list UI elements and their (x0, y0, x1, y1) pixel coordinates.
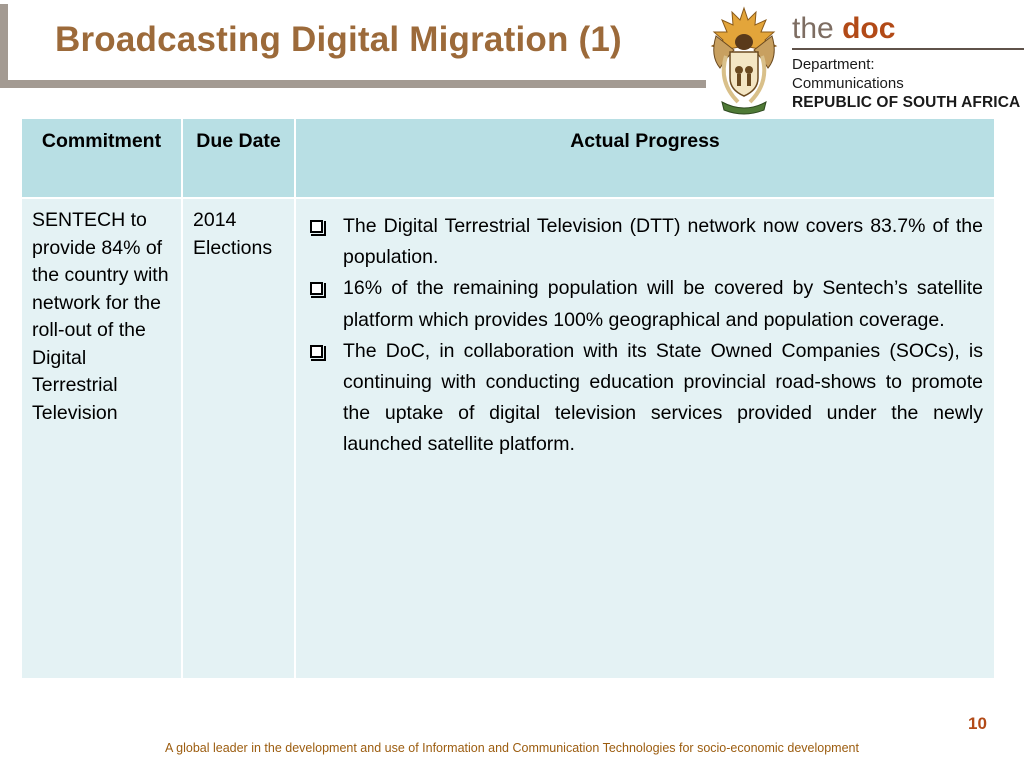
title-frame (0, 0, 706, 88)
header-commitment: Commitment (20, 117, 183, 199)
wordmark-doc: doc (842, 12, 896, 45)
progress-table: Commitment Due Date Actual Progress SENT… (20, 117, 996, 680)
table-row: SENTECH to provide 84% of the country wi… (20, 197, 996, 680)
wordmark-divider (792, 48, 1024, 50)
coat-of-arms-icon (710, 6, 778, 115)
country-name: REPUBLIC OF SOUTH AFRICA (792, 94, 1021, 111)
department-label: Department: (792, 56, 875, 73)
progress-bullet: The DoC, in collaboration with its State… (306, 336, 983, 461)
progress-cell: The Digital Terrestrial Television (DTT)… (294, 197, 996, 680)
checkbox-bullet-icon (310, 344, 326, 361)
title-frame-left-bar (0, 4, 8, 86)
header-due-date: Due Date (181, 117, 296, 199)
table-header-row: Commitment Due Date Actual Progress (20, 117, 996, 199)
page-number: 10 (968, 714, 987, 733)
progress-bullet-list: The Digital Terrestrial Television (DTT)… (306, 211, 983, 461)
checkbox-bullet-icon (310, 220, 326, 236)
department-name: Communications (792, 75, 904, 92)
due-date-cell: 2014 Elections (181, 197, 296, 680)
footer-tagline: A global leader in the development and u… (165, 741, 859, 755)
progress-bullet-text: The Digital Terrestrial Television (DTT)… (343, 215, 983, 269)
progress-bullet-text: The DoC, in collaboration with its State… (343, 339, 983, 456)
progress-bullet: The Digital Terrestrial Television (DTT)… (306, 211, 983, 273)
slide-title: Broadcasting Digital Migration (1) (55, 20, 622, 59)
progress-bullet: 16% of the remaining population will be … (306, 273, 983, 335)
doc-wordmark: the doc (792, 12, 895, 46)
checkbox-bullet-icon (310, 282, 326, 299)
commitment-cell: SENTECH to provide 84% of the country wi… (20, 197, 183, 680)
wordmark-the: the (792, 12, 834, 45)
title-frame-bottom-bar (0, 80, 706, 88)
header-actual-progress: Actual Progress (294, 117, 996, 199)
progress-bullet-text: 16% of the remaining population will be … (343, 277, 983, 331)
department-logo: the doc Department: Communications REPUB… (708, 6, 1024, 115)
